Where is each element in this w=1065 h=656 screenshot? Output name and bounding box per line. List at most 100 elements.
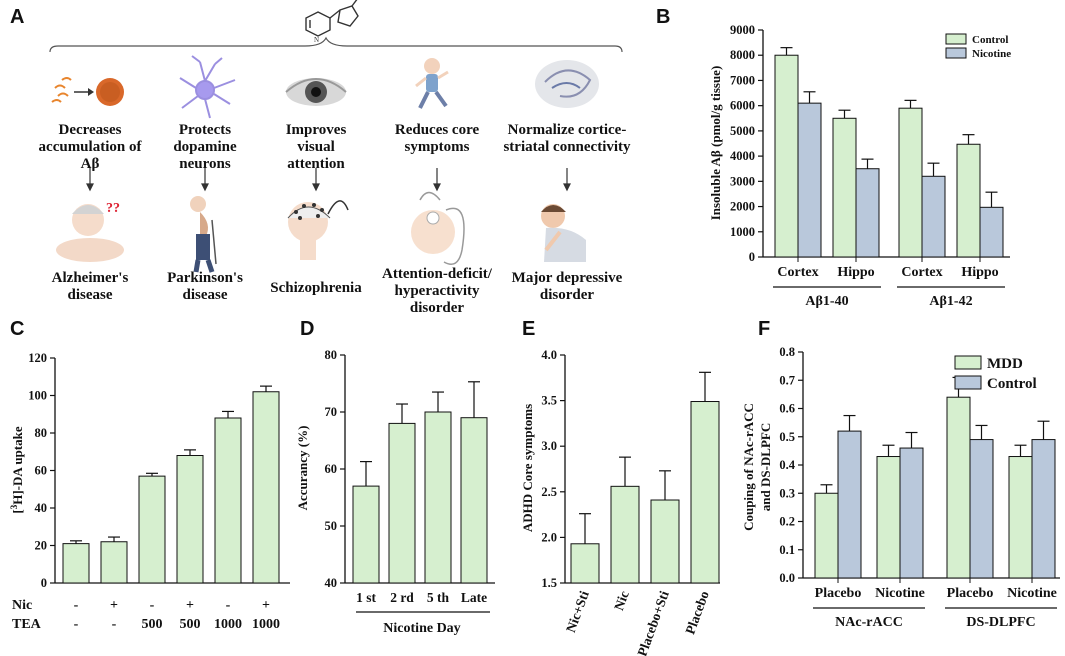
y-tick-label: 6000 — [730, 99, 755, 113]
eeg-head-icon — [287, 200, 349, 260]
bar — [956, 143, 981, 258]
disease-label: Attention-deficit/ hyperactivity disorde… — [382, 266, 492, 316]
effect-card: Protects dopamine neurons — [155, 122, 255, 173]
bar — [797, 102, 822, 258]
disease-label: Schizophrenia — [270, 280, 362, 296]
y-tick-label: 7000 — [730, 73, 755, 87]
row-cell: 500 — [142, 617, 163, 632]
group-label: NAc-rACC — [835, 615, 903, 630]
brace-line — [49, 36, 623, 53]
effect-text: Protects dopamine neurons — [173, 122, 237, 172]
x-tick-label: Cortex — [777, 265, 818, 280]
brain-section-icon — [535, 60, 599, 108]
effect-card: Improves visual attention — [270, 122, 362, 173]
legend-swatch — [954, 355, 982, 370]
y-tick-label: 0.2 — [779, 515, 795, 529]
bar — [1031, 439, 1056, 579]
x-axis-title: Nicotine Day — [383, 621, 460, 636]
y-axis-title: Insoluble Aβ (pmol/g tissue) — [708, 66, 723, 221]
y-tick-label: 0.1 — [779, 543, 795, 557]
child-head-electrodes-icon — [411, 191, 465, 265]
disease-label: Major depressive disorder — [511, 270, 623, 303]
effect-card: Normalize cortice-striatal connectivity — [497, 122, 637, 156]
panel-label-d: D — [300, 318, 315, 340]
bar — [352, 485, 380, 584]
bar — [832, 117, 857, 258]
y-tick-label: 0 — [749, 250, 755, 264]
y-axis-title: Couping of NAc-rACC — [741, 403, 756, 531]
y-tick-label: 3000 — [730, 174, 755, 188]
y-tick-label: 0.5 — [779, 430, 795, 444]
bar — [876, 456, 901, 579]
y-tick-label: 80 — [35, 426, 48, 440]
y-tick-label: 50 — [325, 519, 338, 533]
effect-text: Improves visual attention — [285, 122, 347, 172]
y-tick-label: 0.7 — [779, 373, 795, 387]
legend-swatch — [945, 47, 967, 59]
svg-text:N: N — [314, 36, 319, 44]
row-cell: 1000 — [252, 617, 280, 632]
bar — [214, 417, 242, 584]
x-tick-label: 1 st — [356, 590, 376, 605]
bar — [100, 541, 128, 584]
panel-label-c: C — [10, 318, 25, 340]
y-tick-label: 0 — [41, 576, 47, 590]
legend-label: Control — [987, 376, 1037, 392]
bar — [138, 475, 166, 584]
row-cell: - — [74, 598, 79, 613]
effect-card: Decreases accumulation of Aβ — [30, 122, 150, 173]
row-cell: + — [262, 598, 270, 613]
row-cell: + — [110, 598, 118, 613]
bar — [921, 175, 946, 258]
x-tick-label: Placebo — [682, 589, 712, 637]
row-label: TEA — [12, 617, 42, 632]
y-tick-label: 1.5 — [541, 576, 557, 590]
legend-label: Nicotine — [972, 48, 1011, 60]
x-tick-label: Placebo — [947, 586, 994, 601]
y-tick-label: 2.0 — [541, 530, 557, 544]
y-tick-label: 40 — [325, 576, 338, 590]
panel-a-illustration: N ?? — [49, 0, 623, 273]
legend-label: MDD — [987, 356, 1023, 372]
y-tick-label: 60 — [35, 464, 48, 478]
x-tick-label: Nicotine — [875, 586, 925, 601]
y-tick-label: 9000 — [730, 23, 755, 37]
bar — [62, 543, 90, 584]
row-cell: + — [186, 598, 194, 613]
stooped-patient-icon — [190, 196, 217, 273]
nicotine-molecule-icon: N — [305, 0, 359, 44]
running-child-icon — [415, 58, 449, 109]
group-label: DS-DLPFC — [966, 615, 1035, 630]
effect-text: Reduces core symptoms — [394, 122, 480, 155]
panel-label-a: A — [10, 6, 25, 28]
y-tick-label: 120 — [28, 351, 47, 365]
bar — [424, 411, 452, 584]
x-tick-label: 2 rd — [390, 590, 414, 605]
y-tick-label: 0.3 — [779, 486, 795, 500]
x-tick-label: Nic — [611, 589, 632, 612]
bar — [570, 543, 600, 584]
y-tick-label: 0.4 — [779, 458, 795, 472]
bar — [898, 107, 923, 258]
y-tick-label: 40 — [35, 501, 48, 515]
x-tick-label: Nicotine — [1007, 586, 1057, 601]
depressed-person-icon — [541, 204, 586, 262]
y-tick-label: 20 — [35, 539, 48, 553]
panel-label-b: B — [656, 6, 671, 28]
y-axis-title: Accurancy (%) — [295, 426, 310, 511]
y-tick-label: 3.0 — [541, 439, 557, 453]
y-tick-label: 5000 — [730, 124, 755, 138]
bar — [176, 455, 204, 584]
disease-label: Parkinson's disease — [167, 270, 243, 303]
y-tick-label: 3.5 — [541, 394, 557, 408]
y-tick-label: 0.8 — [779, 345, 795, 359]
row-cell: - — [226, 598, 231, 613]
effect-text: Normalize cortice-striatal connectivity — [503, 122, 631, 155]
bar — [979, 206, 1004, 258]
y-axis-title: [3H]-DA uptake — [9, 426, 25, 513]
x-tick-label: Placebo — [815, 586, 862, 601]
row-cell: 1000 — [214, 617, 242, 632]
neuron-icon — [179, 55, 236, 119]
legend-swatch — [954, 375, 982, 390]
effect-card: Reduces core symptoms — [392, 122, 482, 156]
